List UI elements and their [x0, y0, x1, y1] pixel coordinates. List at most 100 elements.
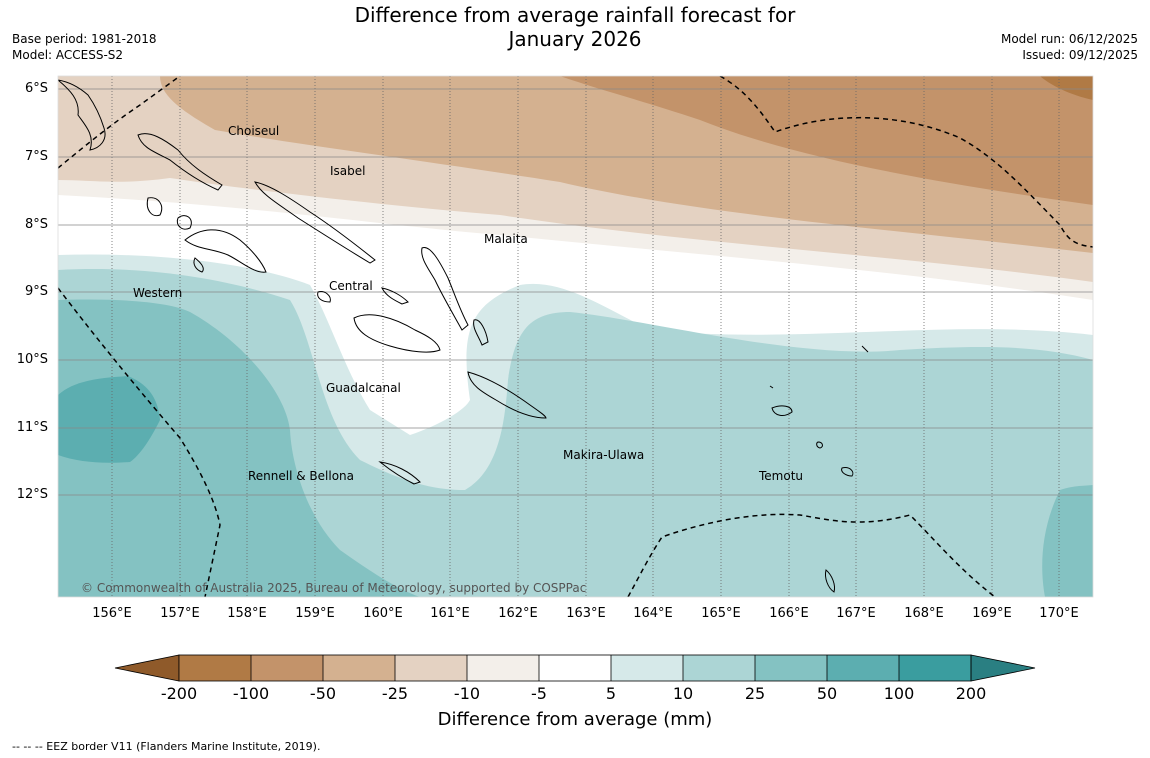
issued-date: Issued: 09/12/2025	[1022, 48, 1138, 62]
lon-label-156e: 156°E	[92, 606, 132, 621]
model-run: Model run: 06/12/2025	[1000, 32, 1138, 46]
colorbar-swatch-10	[827, 655, 899, 681]
region-label-western: Western	[133, 286, 183, 300]
base-period: Base period: 1981-2018	[12, 32, 157, 46]
band-dry-100-200	[1040, 76, 1093, 100]
colorbar-swatch-1	[179, 655, 251, 681]
colorbar-extend-high	[970, 654, 1036, 682]
lon-label-169e: 169°E	[972, 606, 1012, 621]
island-guadalcanal	[353, 314, 441, 353]
region-label-central: Central	[329, 279, 373, 293]
island-malaita	[421, 246, 469, 331]
island-rendova	[193, 257, 204, 273]
eez-footnote: -- -- -- EEZ border V11 (Flanders Marine…	[12, 740, 321, 753]
title-line-2: January 2026	[508, 27, 642, 51]
island-kolombangara	[176, 215, 192, 230]
colorbar-swatch-4	[395, 655, 467, 681]
title-line-1: Difference from average rainfall forecas…	[354, 3, 796, 27]
colorbar-dividers	[250, 655, 900, 681]
lon-label-157e: 157°E	[160, 606, 200, 621]
meta-left: Base period: 1981-2018 Model: ACCESS-S2	[12, 31, 157, 63]
island-santa-cruz	[771, 405, 793, 416]
colorbar	[114, 654, 1036, 682]
island-new-georgia	[184, 229, 267, 273]
island-vella-lavella	[146, 197, 163, 217]
colorbar-swatch-11	[899, 655, 971, 681]
colorbar-tick-5: 5	[605, 684, 617, 703]
region-label-makira-ulawa: Makira-Ulawa	[563, 448, 645, 462]
colorbar-tick-25: 25	[744, 684, 766, 703]
colorbar-swatch-9	[755, 655, 827, 681]
lon-label-161e: 161°E	[430, 606, 470, 621]
colorbar-tick-minus-5: -5	[531, 684, 547, 703]
lon-label-162e: 162°E	[498, 606, 538, 621]
eez-east-north	[719, 76, 1093, 248]
lon-label-160e: 160°E	[363, 606, 403, 621]
colorbar-tick-200: 200	[955, 684, 987, 703]
lon-label-170e: 170°E	[1039, 606, 1079, 621]
island-duff	[769, 385, 774, 389]
colorbar-swatch-6	[539, 655, 611, 681]
colorbar-swatch-2	[251, 655, 323, 681]
island-reef	[861, 345, 869, 353]
region-label-rennell-bellona: Rennell & Bellona	[248, 469, 355, 483]
island-utupua	[816, 441, 823, 449]
colorbar-swatch-3	[323, 655, 395, 681]
island-vanikoro	[841, 467, 854, 477]
island-makira	[467, 371, 547, 419]
colorbar-tick-50: 50	[816, 684, 838, 703]
island-bougainville	[58, 79, 106, 151]
colorbar-tick-minus-100: -100	[232, 684, 270, 703]
region-label-temotu: Temotu	[759, 469, 804, 483]
model-name: Model: ACCESS-S2	[12, 48, 124, 62]
lon-label-163e: 163°E	[566, 606, 606, 621]
island-isabel	[254, 181, 376, 264]
eez-west-north	[58, 76, 181, 169]
lat-label-10s: 10°S	[16, 352, 48, 367]
band-wet-10-25	[58, 269, 1093, 597]
island-russell	[317, 291, 331, 303]
lon-label-164e: 164°E	[633, 606, 673, 621]
latitude-gridlines	[58, 88, 1093, 496]
eez-borders	[58, 76, 1093, 597]
lon-label-159e: 159°E	[295, 606, 335, 621]
lon-label-165e: 165°E	[701, 606, 741, 621]
region-label-choiseul: Choiseul	[228, 124, 280, 138]
lat-label-9s: 9°S	[24, 284, 48, 299]
lat-label-8s: 8°S	[24, 217, 48, 232]
eez-west-south	[58, 287, 221, 597]
map-frame	[57, 75, 1094, 598]
colorbar-tick-minus-10: -10	[453, 684, 481, 703]
lon-label-167e: 167°E	[836, 606, 876, 621]
colorbar-swatch-5	[467, 655, 539, 681]
region-label-guadalcanal: Guadalcanal	[326, 381, 401, 395]
island-choiseul	[137, 133, 223, 191]
colorbar-outline	[178, 654, 972, 682]
lat-label-11s: 11°S	[16, 420, 48, 435]
colorbar-tick-100: 100	[883, 684, 915, 703]
colorbar-tick-minus-50: -50	[309, 684, 337, 703]
lon-label-158e: 158°E	[227, 606, 267, 621]
colorbar-swatch-7	[611, 655, 683, 681]
colorbar-tick-minus-25: -25	[381, 684, 409, 703]
copyright-credit: © Commonwealth of Australia 2025, Bureau…	[81, 581, 587, 595]
island-rennell	[378, 461, 421, 485]
lon-label-168e: 168°E	[904, 606, 944, 621]
band-wet-25-50-east	[1042, 485, 1093, 597]
colorbar-tick-minus-200: -200	[160, 684, 198, 703]
lon-label-166e: 166°E	[769, 606, 809, 621]
island-small-malaita	[473, 319, 489, 346]
region-label-isabel: Isabel	[330, 164, 366, 178]
colorbar-title: Difference from average (mm)	[437, 709, 713, 730]
islands	[58, 79, 869, 593]
region-label-malaita: Malaita	[484, 232, 528, 246]
band-wet-50-100	[58, 376, 160, 463]
rainfall-map	[58, 76, 1093, 597]
eez-south-east	[627, 513, 996, 597]
band-dry-50-100	[560, 76, 1093, 205]
island-tikopia-area	[825, 569, 835, 593]
colorbar-tick-10: 10	[672, 684, 694, 703]
chart-title: Difference from average rainfall forecas…	[0, 3, 1150, 51]
island-florida	[381, 287, 409, 305]
